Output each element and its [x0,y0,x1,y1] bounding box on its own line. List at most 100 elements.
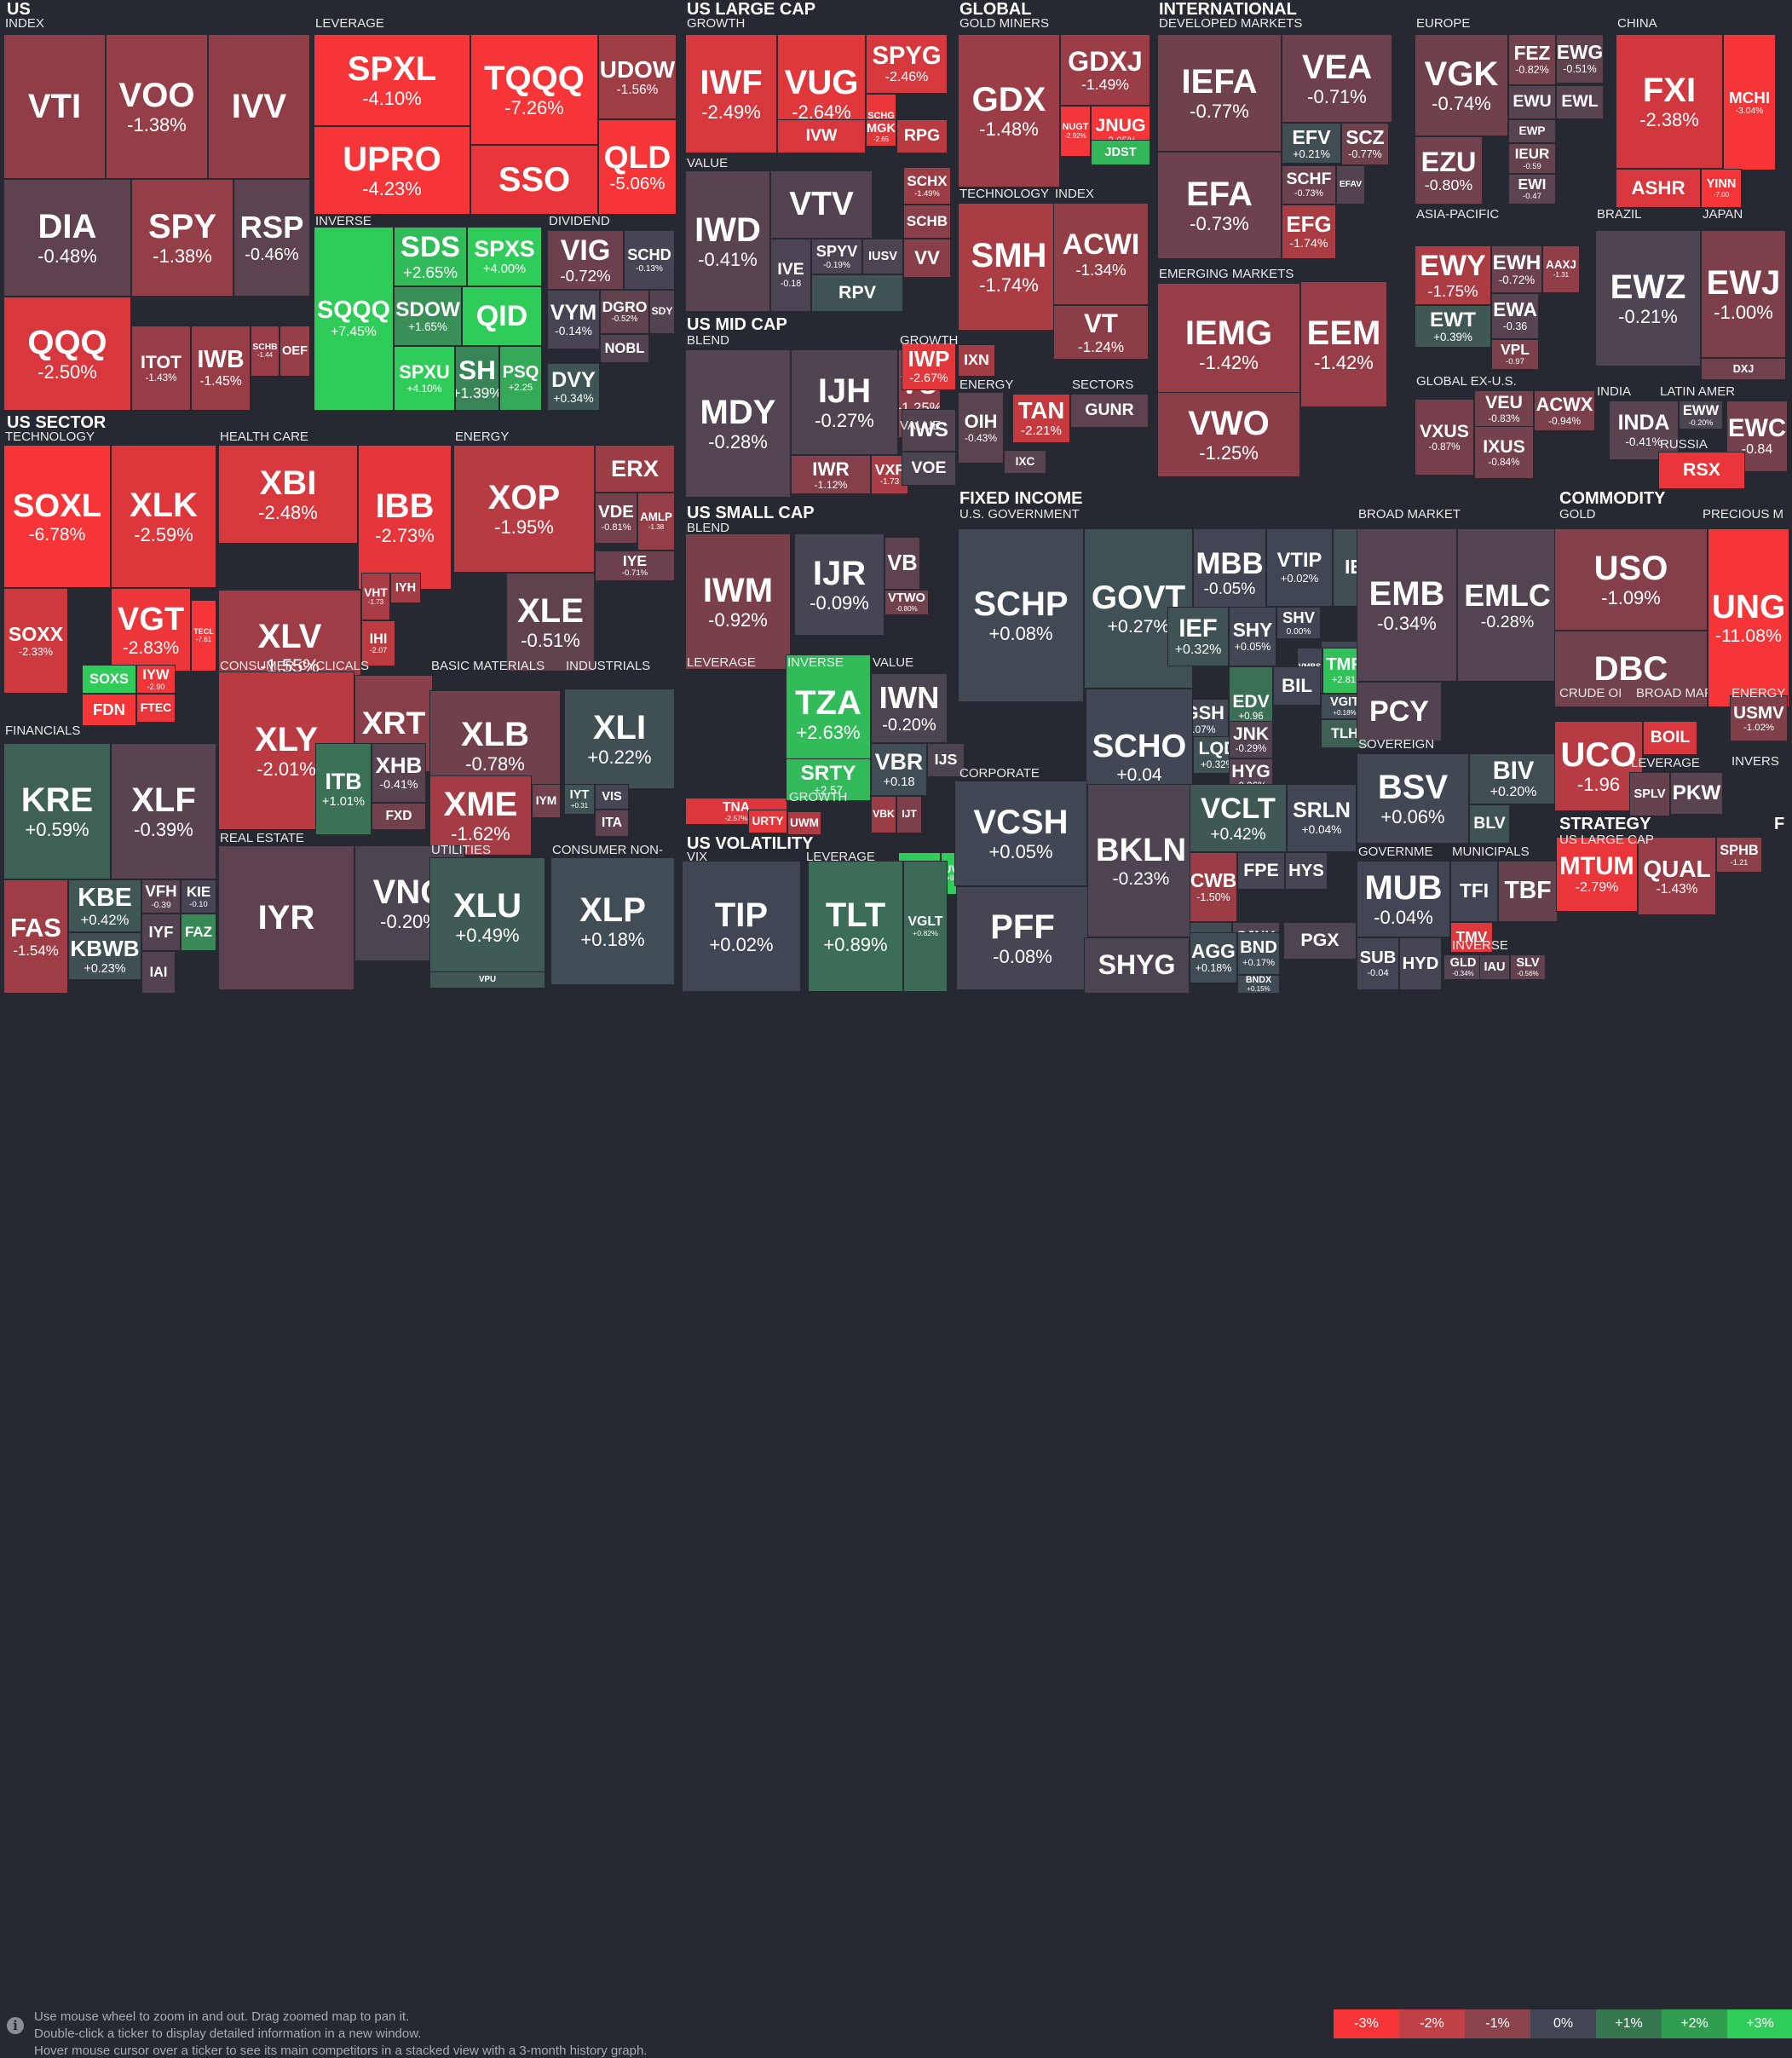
ticker-tile-sh[interactable]: SH+1.39% [455,346,499,411]
ticker-tile-ixn[interactable]: IXN [958,344,995,377]
ticker-tile-iau[interactable]: IAU [1479,954,1510,980]
ticker-tile-faz[interactable]: FAZ [181,914,216,951]
ticker-tile-itb[interactable]: ITB +1.01% [315,743,372,835]
ticker-tile-smh[interactable]: SMH -1.74% [958,203,1060,331]
ticker-tile-ixus[interactable]: IXUS -0.84% [1474,426,1534,479]
ticker-tile-efv[interactable]: EFV +0.21% [1282,123,1341,164]
ticker-tile-yinn[interactable]: YINN -7.00 [1701,169,1742,208]
ticker-tile-xlk[interactable]: XLK -2.59% [111,445,216,588]
ticker-tile-iefa[interactable]: IEFA -0.77% [1157,34,1282,152]
ticker-tile-itot[interactable]: ITOT -1.43% [131,326,191,411]
ticker-tile-vxus[interactable]: VXUS -0.87% [1415,399,1474,476]
ticker-tile-usmv[interactable]: USMV -1.02% [1730,695,1788,741]
ticker-tile-vti[interactable]: VTI [3,34,106,179]
ticker-tile-iwp[interactable]: IWP -2.67% [902,343,956,390]
ticker-tile-ewt[interactable]: EWT +0.39% [1415,305,1491,348]
ticker-tile-inda[interactable]: INDA -0.41% [1609,401,1679,460]
ticker-tile-iye[interactable]: IYE -0.71% [595,551,675,581]
ticker-tile-vclt[interactable]: VCLT +0.42% [1190,784,1287,852]
ticker-tile-gdx[interactable]: GDX -1.48% [958,34,1060,187]
ticker-tile-ewp[interactable]: EWP [1508,119,1556,143]
ticker-tile-xop[interactable]: XOP -1.95% [453,445,595,573]
ticker-tile-ijh[interactable]: IJH -0.27% [791,349,898,455]
ticker-tile-vv[interactable]: VV [903,239,951,278]
ticker-tile-iyf[interactable]: IYF [141,914,181,951]
ticker-tile-spy[interactable]: SPY -1.38% [131,179,233,297]
ticker-tile-ashr[interactable]: ASHR [1616,169,1701,208]
ticker-tile-vfh[interactable]: VFH -0.39 [141,879,181,914]
ticker-tile-sdy[interactable]: SDY [649,290,675,334]
ticker-tile-vtwo[interactable]: VTWO -0.80% [884,590,929,615]
ticker-tile-dbc[interactable]: DBC [1554,631,1708,707]
ticker-tile-vym[interactable]: VYM -0.14% [547,290,600,349]
ticker-tile-fas[interactable]: FAS -1.54% [3,879,68,994]
ticker-tile-ewj[interactable]: EWJ -1.00% [1701,230,1786,358]
ticker-tile-fez[interactable]: FEZ -0.82% [1508,34,1556,85]
ticker-tile-nobl[interactable]: NOBL [600,334,649,363]
ticker-tile-upro[interactable]: UPRO -4.23% [314,126,470,215]
ticker-tile-ivv[interactable]: IVV [208,34,310,179]
ticker-tile-vwo[interactable]: VWO -1.25% [1157,392,1300,477]
ticker-tile-fdn[interactable]: FDN [82,694,136,726]
etf-heatmap[interactable]: US US LARGE CAP GLOBAL INTERNATIONAL US … [0,0,1792,997]
ticker-tile-blv[interactable]: BLV [1469,804,1510,844]
ticker-tile-vtv[interactable]: VTV [770,170,873,239]
ticker-tile-iwf[interactable]: IWF -2.49% [685,34,777,153]
ticker-tile-uwm[interactable]: UWM [787,811,821,835]
ticker-tile-ive[interactable]: IVE -0.18 [770,239,811,312]
ticker-tile-xlu[interactable]: XLU +0.49% [429,857,545,977]
ticker-tile-dvy[interactable]: DVY +0.34% [547,363,600,411]
ticker-tile-hyd[interactable]: HYD [1399,937,1442,990]
ticker-tile-shv[interactable]: SHV 0.00% [1276,607,1321,639]
ticker-tile-vbr[interactable]: VBR +0.18 [871,743,927,796]
ticker-tile-fpe[interactable]: FPE [1237,852,1285,890]
ticker-tile-rpg[interactable]: RPG [896,119,948,153]
ticker-tile-mchi[interactable]: MCHI -3.04% [1723,34,1776,170]
ticker-tile-tmv[interactable]: TMV [1450,922,1493,953]
ticker-tile-kre[interactable]: KRE +0.59% [3,743,111,879]
ticker-tile-schd[interactable]: SCHD -0.13% [624,230,675,290]
ticker-tile-mbb[interactable]: MBB -0.05% [1193,528,1266,617]
ticker-tile-ftec[interactable]: FTEC [136,694,176,723]
ticker-tile-xhb[interactable]: XHB -0.41% [372,743,426,803]
ticker-tile-kie[interactable]: KIE -0.10 [181,879,216,914]
ticker-tile-soxl[interactable]: SOXL -6.78% [3,445,111,588]
ticker-tile-tza[interactable]: TZA +2.63% [786,654,871,774]
ticker-tile-mub[interactable]: MUB -0.04% [1357,861,1450,937]
ticker-tile-voo[interactable]: VOO -1.38% [106,34,208,179]
ticker-tile-vde[interactable]: VDE -0.81% [595,493,637,544]
ticker-tile-voe[interactable]: VOE [902,452,956,486]
ticker-tile-vis[interactable]: VIS [595,784,629,810]
ticker-tile-iwn[interactable]: IWN -0.20% [871,673,948,743]
ticker-tile-vpl[interactable]: VPL -0.97 [1491,339,1539,370]
ticker-tile-ewl[interactable]: EWL [1556,85,1604,119]
ticker-tile-tlt[interactable]: TLT +0.89% [808,861,903,992]
ticker-tile-ieur[interactable]: IEUR -0.59 [1508,143,1556,174]
ticker-tile-eww[interactable]: EWW -0.20% [1679,401,1723,429]
ticker-tile-iyt[interactable]: IYT +0.31 [564,784,595,815]
ticker-tile-iai[interactable]: IAI [141,951,176,994]
ticker-tile-xlf[interactable]: XLF -0.39% [111,743,216,879]
ticker-tile-sub[interactable]: SUB -0.04 [1357,937,1399,990]
ticker-tile-xle[interactable]: XLE -0.51% [506,573,595,672]
ticker-tile-srln[interactable]: SRLN +0.04% [1287,784,1357,852]
ticker-tile-qqq[interactable]: QQQ -2.50% [3,297,131,411]
ticker-tile-sds[interactable]: SDS +2.65% [394,227,467,286]
ticker-tile-iwd[interactable]: IWD -0.41% [685,170,770,312]
ticker-tile-agg[interactable]: AGG +0.18% [1190,932,1237,983]
ticker-tile-vbk[interactable]: VBK [871,796,896,833]
ticker-tile-oih[interactable]: OIH -0.43% [958,392,1004,464]
ticker-tile-fxd[interactable]: FXD [372,803,426,830]
ticker-tile-rpv[interactable]: RPV [811,274,903,312]
ticker-tile-bkln[interactable]: BKLN -0.23% [1087,784,1195,937]
ticker-tile-iwm[interactable]: IWM -0.92% [685,533,791,670]
ticker-tile-spxs[interactable]: SPXS +4.00% [467,227,542,286]
ticker-tile-mtum[interactable]: MTUM -2.79% [1556,837,1638,912]
ticker-tile-schb[interactable]: SCHB -1.44 [251,326,279,377]
ticker-tile-acwx[interactable]: ACWX -0.94% [1534,390,1595,431]
ticker-tile-ijr[interactable]: IJR -0.09% [794,533,884,636]
ticker-tile-vht[interactable]: VHT -1.73 [361,573,390,620]
ticker-tile-dia[interactable]: DIA -0.48% [3,179,131,297]
ticker-tile-iwb[interactable]: IWB -1.45% [191,326,251,411]
ticker-tile-rsp[interactable]: RSP -0.46% [233,179,310,297]
